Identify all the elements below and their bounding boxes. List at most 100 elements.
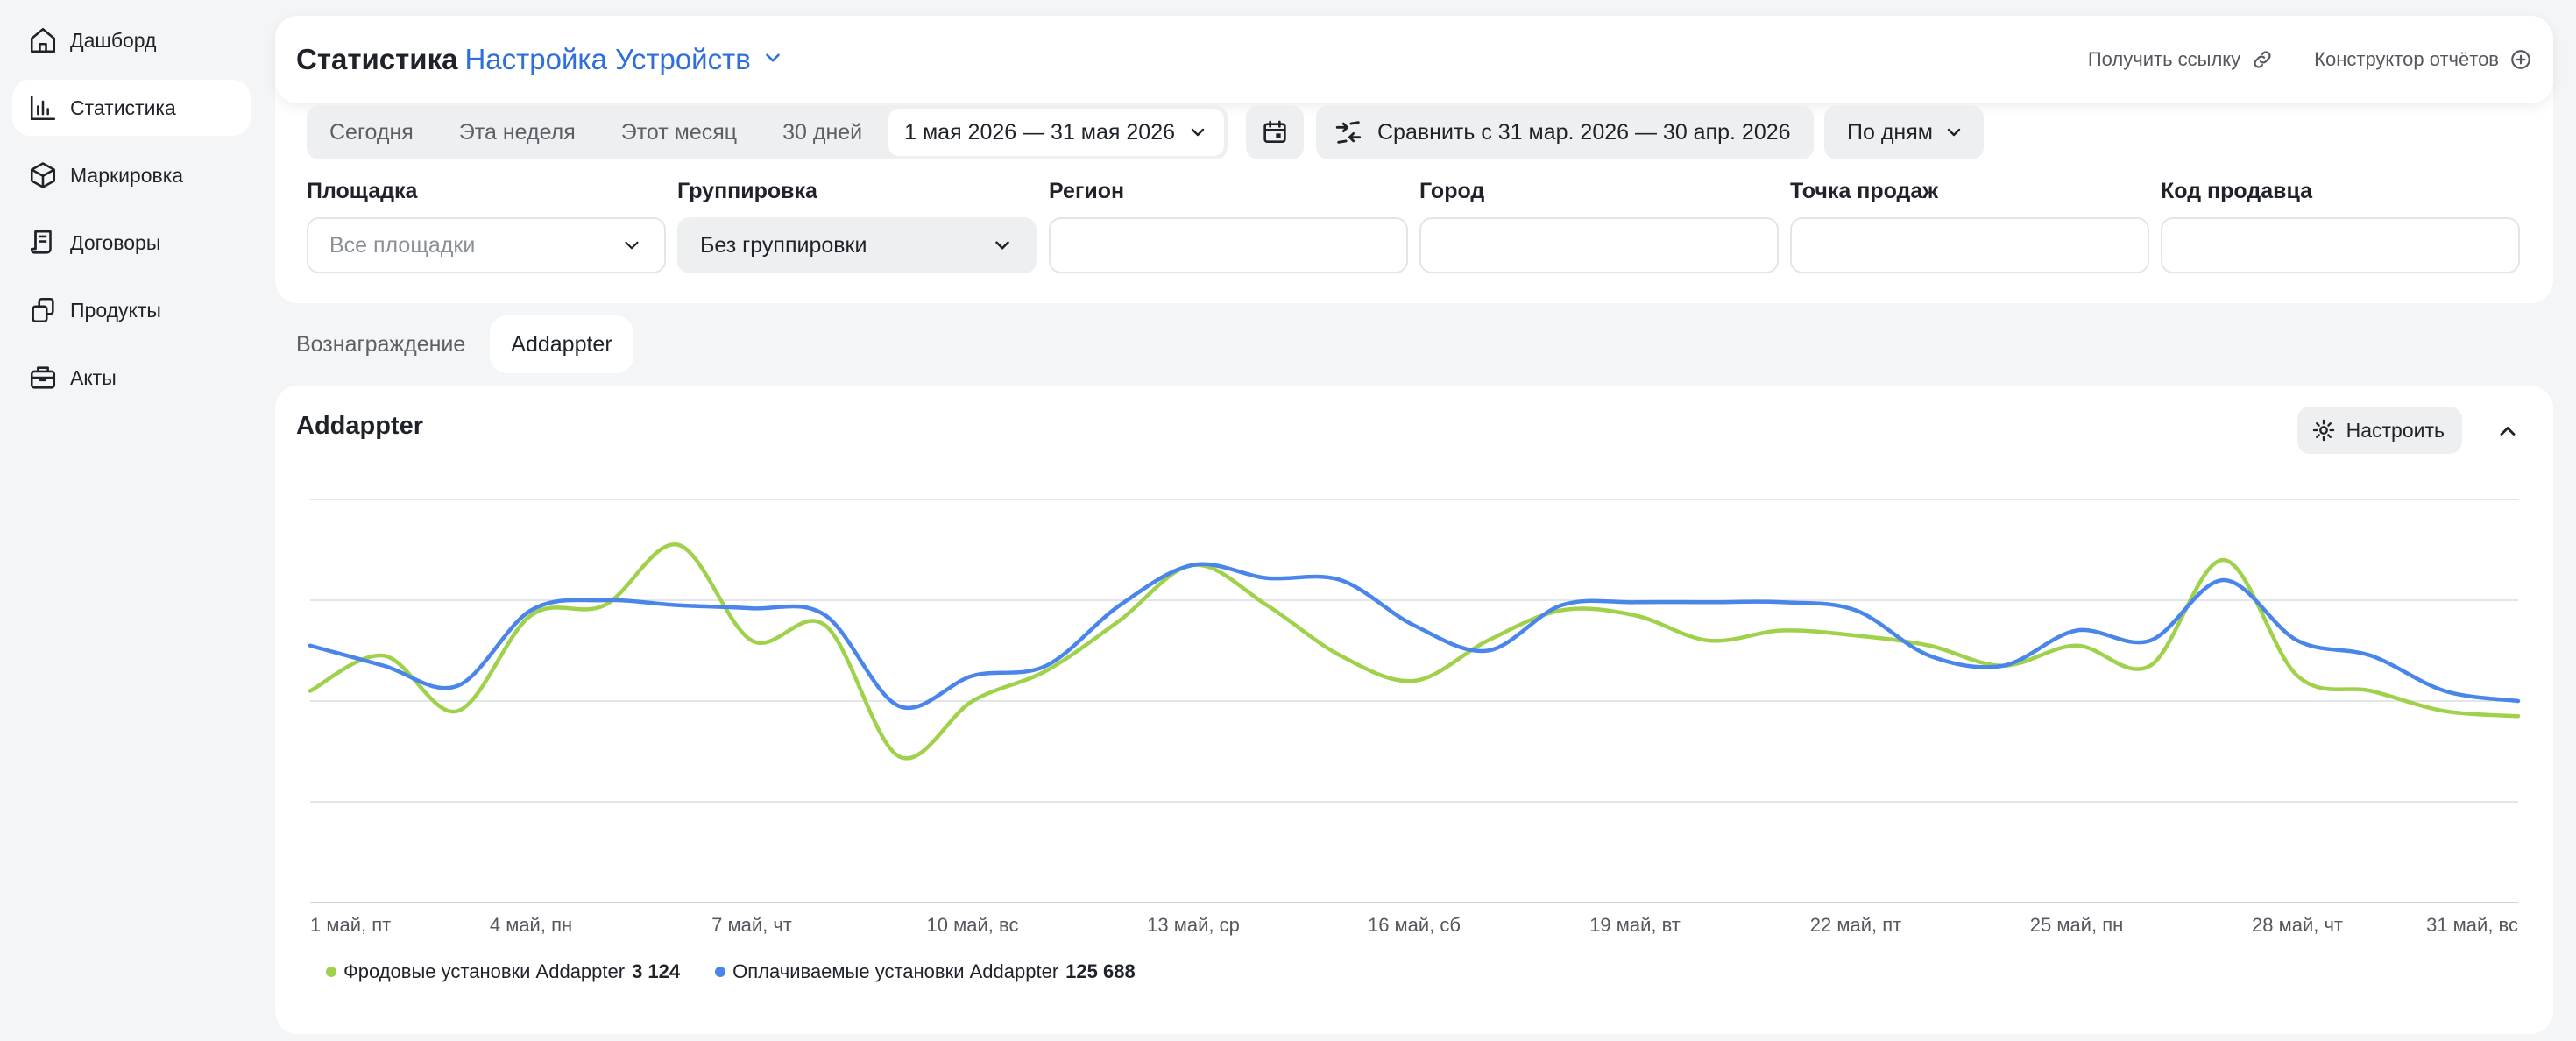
- legend-label: Фродовые установки Addappter: [343, 960, 626, 982]
- tab-reward[interactable]: Вознаграждение: [296, 331, 466, 357]
- region-input[interactable]: [1049, 217, 1408, 273]
- granularity-label: По дням: [1847, 119, 1933, 145]
- plus-circle-icon: [2511, 50, 2530, 69]
- sidebar-item-contracts[interactable]: Договоры: [12, 215, 251, 271]
- series-line-paid: [308, 562, 2521, 710]
- filter-label: Код продавца: [2161, 179, 2313, 203]
- chevron-down-icon: [625, 241, 639, 250]
- sidebar-item-label: Акты: [70, 365, 117, 389]
- date-range-picker[interactable]: 1 мая 2026 — 31 мая 2026: [888, 109, 1224, 156]
- sidebar-item-label: Статистика: [70, 96, 176, 119]
- chart-series: [308, 542, 2521, 761]
- legend-dot-paid: [715, 967, 726, 977]
- gear-icon: [2312, 419, 2334, 442]
- sidebar: Дашборд Статистика Маркировка Договоры П…: [0, 0, 263, 1041]
- sidebar-item-label: Маркировка: [70, 163, 184, 187]
- calendar-button[interactable]: [1246, 105, 1304, 159]
- granularity-select[interactable]: По дням: [1824, 105, 1984, 159]
- period-30-days[interactable]: 30 дней: [782, 119, 863, 145]
- calendar-icon: [1263, 120, 1286, 143]
- briefcase-icon: [30, 366, 56, 389]
- sidebar-item-dashboard[interactable]: Дашборд: [12, 12, 251, 68]
- tabs: Вознаграждение Addappter: [275, 315, 637, 373]
- x-tick-label: 16 май, сб: [1368, 914, 1461, 936]
- chart-title: Addappter: [296, 412, 423, 440]
- report-builder-label: Конструктор отчётов: [2314, 48, 2499, 70]
- chart-x-ticks: 1 май, пт 4 май, пн 7 май, чт 10 май, вс 13 …: [310, 914, 2518, 936]
- city-input[interactable]: [1419, 217, 1779, 273]
- legend-value: 125 688: [1065, 960, 1136, 982]
- chevron-down-icon: [995, 241, 1009, 250]
- filter-city: Город: [1419, 179, 1779, 273]
- period-week[interactable]: Эта неделя: [458, 119, 576, 145]
- x-tick-label: 19 май, вт: [1589, 914, 1681, 936]
- legend-dot-fraud: [326, 967, 336, 977]
- grouping-value: Без группировки: [700, 232, 867, 258]
- report-builder-button[interactable]: Конструктор отчётов: [2314, 48, 2532, 71]
- cube-icon: [30, 162, 56, 188]
- products-icon: [32, 297, 54, 323]
- chevron-down-icon: [1191, 128, 1205, 137]
- line-chart: 1 май, пт 4 май, пн 7 май, чт 10 май, вс 13 …: [308, 499, 2521, 936]
- get-link-label: Получить ссылку: [2087, 48, 2241, 70]
- period-month[interactable]: Этот месяц: [620, 119, 738, 145]
- sidebar-item-acts[interactable]: Акты: [12, 350, 251, 406]
- sidebar-item-marking[interactable]: Маркировка: [12, 147, 251, 203]
- filter-platform: Площадка Все площадки: [307, 179, 666, 273]
- series-line-fraud: [308, 542, 2521, 761]
- x-tick-label: 22 май, пт: [1810, 914, 1901, 936]
- page-title: Статистика: [296, 43, 458, 75]
- compare-arrows-icon: [1335, 121, 1362, 144]
- seller-code-input[interactable]: [2161, 217, 2520, 273]
- configure-label: Настроить: [2346, 418, 2445, 442]
- get-link-button[interactable]: Получить ссылку: [2088, 48, 2274, 71]
- chart-legend: Фродовые установки Addappter 3 124 Оплач…: [326, 960, 1171, 983]
- x-tick-label: 25 май, пн: [2030, 914, 2124, 936]
- compare-button[interactable]: Сравнить с 31 мар. 2026 — 30 апр. 2026: [1316, 105, 1814, 159]
- x-tick-label: 7 май, чт: [711, 914, 792, 936]
- period-today[interactable]: Сегодня: [329, 119, 414, 145]
- filter-label: Площадка: [307, 179, 418, 203]
- legend-label: Оплачиваемые установки Addappter: [732, 960, 1059, 982]
- grouping-select[interactable]: Без группировки: [677, 217, 1037, 273]
- filter-sales-point: Точка продаж: [1790, 179, 2149, 273]
- chart-card: Addappter Настроить 1 май, пт 4 май, пн 7 …: [275, 386, 2553, 1034]
- sidebar-item-statistics[interactable]: Статистика: [12, 80, 251, 136]
- configure-button[interactable]: Настроить: [2296, 407, 2462, 454]
- sales-point-input[interactable]: [1790, 217, 2149, 273]
- x-tick-label: 10 май, вс: [927, 914, 1019, 936]
- sidebar-item-label: Дашборд: [70, 28, 157, 52]
- period-selector: Сегодня Эта неделя Этот месяц 30 дней 1 …: [307, 105, 1228, 159]
- legend-item-paid[interactable]: Оплачиваемые установки Addappter 125 688: [715, 960, 1136, 983]
- platform-placeholder: Все площадки: [329, 232, 476, 258]
- filter-seller-code: Код продавца: [2161, 179, 2520, 273]
- contract-icon: [30, 230, 52, 254]
- sidebar-item-label: Продукты: [70, 298, 161, 322]
- chevron-down-icon: [1947, 128, 1961, 137]
- home-icon: [30, 27, 56, 53]
- x-tick-label: 13 май, ср: [1147, 914, 1240, 936]
- platform-select[interactable]: Все площадки: [307, 217, 666, 273]
- filter-region: Регион: [1049, 179, 1408, 273]
- compare-label: Сравнить с 31 мар. 2026 — 30 апр. 2026: [1377, 119, 1791, 145]
- legend-value: 3 124: [632, 960, 681, 982]
- date-range-label: 1 мая 2026 — 31 мая 2026: [904, 119, 1175, 145]
- filter-label: Город: [1419, 179, 1485, 203]
- chart-icon: [30, 95, 56, 121]
- legend-item-fraud[interactable]: Фродовые установки Addappter 3 124: [326, 960, 680, 983]
- filter-grouping: Группировка Без группировки: [677, 179, 1037, 273]
- x-tick-label: 28 май, чт: [2252, 914, 2343, 936]
- collapse-button[interactable]: [2488, 412, 2527, 450]
- chevron-up-icon: [2500, 427, 2516, 436]
- sidebar-item-label: Договоры: [70, 230, 161, 254]
- filter-label: Группировка: [677, 179, 817, 203]
- tab-addappter[interactable]: Addappter: [490, 315, 633, 373]
- filter-label: Точка продаж: [1790, 179, 1939, 203]
- link-icon: [2254, 51, 2271, 68]
- report-selector[interactable]: Настройка Устройств: [464, 43, 751, 75]
- filter-label: Регион: [1049, 179, 1125, 203]
- x-tick-label: 31 май, вс: [2426, 914, 2518, 936]
- chevron-down-icon[interactable]: [761, 46, 784, 74]
- x-tick-label: 1 май, пт: [310, 914, 391, 936]
- sidebar-item-products[interactable]: Продукты: [12, 282, 251, 338]
